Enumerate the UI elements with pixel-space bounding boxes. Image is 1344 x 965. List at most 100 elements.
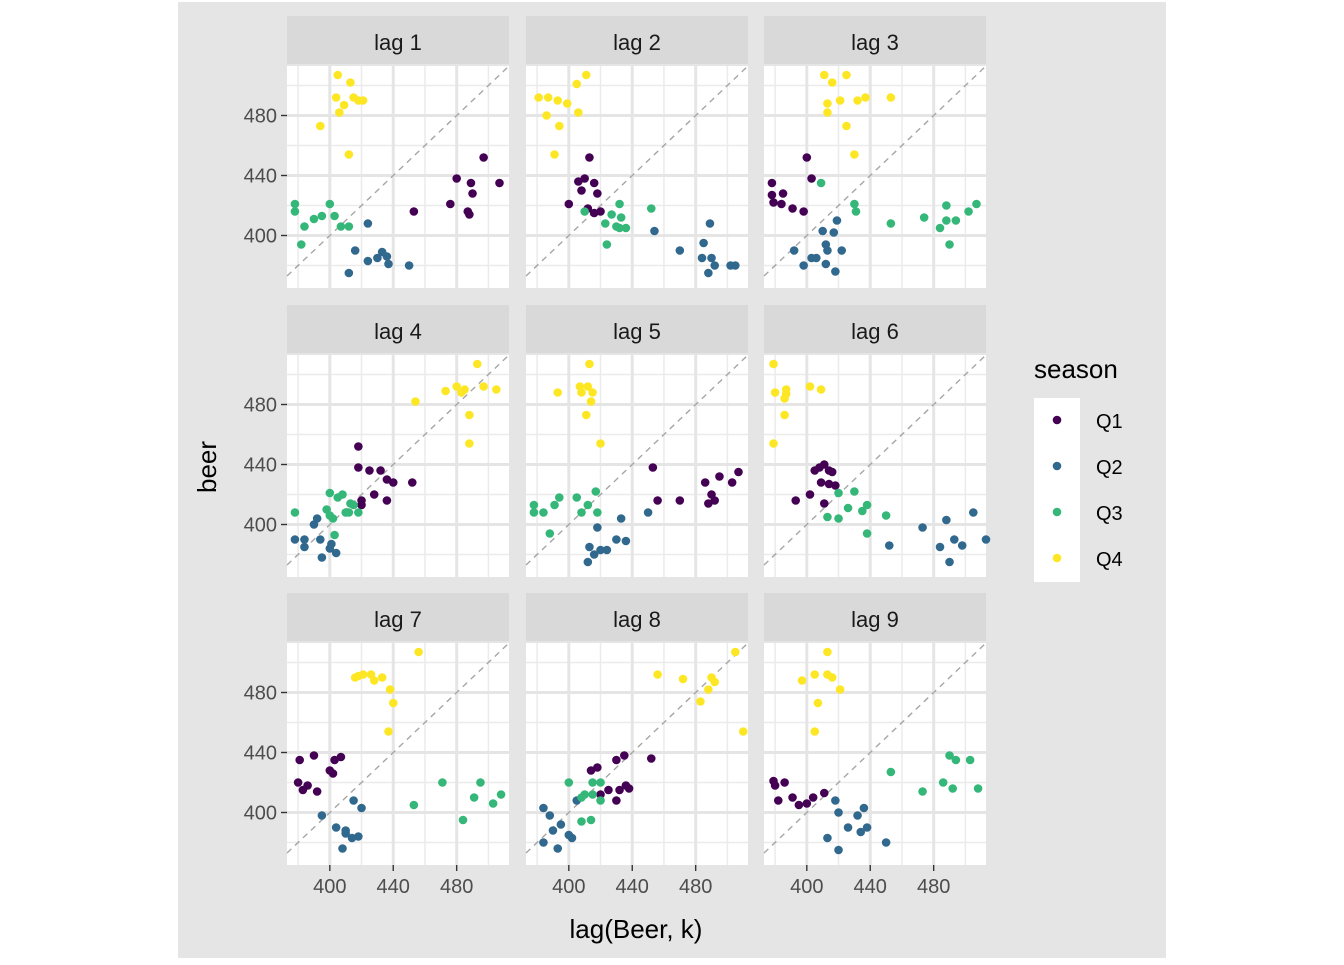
data-point-q2 bbox=[539, 838, 548, 847]
data-point-q2 bbox=[705, 219, 715, 228]
data-point-q4 bbox=[358, 96, 368, 105]
data-point-q3 bbox=[615, 199, 624, 209]
data-point-q3 bbox=[881, 511, 891, 520]
facet-panel: lag 5 bbox=[525, 305, 749, 577]
data-point-q4 bbox=[813, 698, 823, 708]
data-point-q4 bbox=[805, 382, 815, 391]
identity-reference-line bbox=[286, 65, 510, 277]
data-point-q2 bbox=[942, 515, 951, 525]
data-point-q4 bbox=[823, 99, 832, 108]
data-point-q3 bbox=[596, 796, 605, 805]
data-point-q4 bbox=[583, 382, 593, 391]
data-point-q3 bbox=[349, 500, 358, 510]
data-point-q1 bbox=[452, 174, 461, 183]
data-point-q1 bbox=[409, 207, 419, 216]
identity-reference-line bbox=[525, 354, 749, 566]
data-point-q3 bbox=[945, 240, 954, 249]
legend-title: season bbox=[1034, 354, 1118, 384]
data-point-q3 bbox=[862, 529, 872, 538]
data-point-q3 bbox=[344, 508, 354, 517]
y-tick-label: 400 bbox=[244, 515, 277, 537]
data-point-q2 bbox=[331, 548, 341, 558]
data-point-q2 bbox=[300, 535, 309, 544]
data-point-q4 bbox=[704, 685, 713, 694]
data-point-q2 bbox=[949, 535, 959, 544]
data-point-q4 bbox=[388, 698, 398, 708]
data-point-q3 bbox=[577, 817, 586, 826]
data-point-q1 bbox=[799, 207, 808, 216]
facet-strip bbox=[526, 16, 748, 64]
data-point-q2 bbox=[567, 833, 577, 843]
data-point-q4 bbox=[358, 670, 368, 679]
data-point-q1 bbox=[810, 466, 820, 475]
data-point-q4 bbox=[780, 410, 789, 420]
legend-label-q2: Q2 bbox=[1096, 457, 1123, 479]
facet-strip bbox=[764, 593, 986, 641]
data-point-q3 bbox=[942, 216, 951, 225]
data-point-q3 bbox=[290, 508, 300, 517]
legend-label-q1: Q1 bbox=[1096, 411, 1123, 433]
data-point-q1 bbox=[802, 153, 812, 162]
data-point-q4 bbox=[377, 673, 387, 682]
data-point-q3 bbox=[317, 211, 327, 221]
data-point-q4 bbox=[842, 121, 851, 131]
data-point-q2 bbox=[862, 823, 872, 832]
data-point-q3 bbox=[858, 506, 867, 516]
facet-strip-label: lag 5 bbox=[613, 319, 661, 344]
data-point-q1 bbox=[596, 790, 605, 799]
axes: lag(Beer, k) beer bbox=[192, 441, 702, 944]
data-point-q1 bbox=[727, 478, 737, 487]
data-point-q1 bbox=[354, 442, 363, 451]
data-point-q2 bbox=[675, 246, 685, 255]
data-point-q2 bbox=[856, 827, 866, 837]
data-point-q4 bbox=[653, 670, 662, 679]
data-point-q2 bbox=[650, 226, 659, 236]
data-point-q1 bbox=[309, 751, 319, 760]
data-point-q3 bbox=[615, 223, 624, 233]
x-tick-label: 400 bbox=[552, 876, 585, 898]
data-point-q4 bbox=[472, 359, 482, 369]
data-point-q1 bbox=[802, 799, 812, 808]
data-point-q1 bbox=[648, 463, 658, 472]
data-point-q4 bbox=[492, 385, 501, 394]
data-point-q1 bbox=[354, 463, 363, 472]
data-point-q3 bbox=[328, 514, 338, 523]
data-point-q3 bbox=[942, 201, 951, 210]
data-point-q3 bbox=[918, 787, 927, 796]
data-point-q4 bbox=[842, 70, 851, 80]
data-point-q3 bbox=[948, 784, 957, 793]
data-point-q2 bbox=[621, 536, 631, 546]
data-point-q4 bbox=[827, 673, 837, 682]
data-point-q4 bbox=[696, 697, 705, 706]
legend: season Q1 Q2 Q3 Q4 bbox=[1034, 354, 1123, 582]
data-point-q1 bbox=[653, 496, 662, 505]
data-point-q2 bbox=[823, 246, 832, 255]
data-point-q4 bbox=[769, 359, 778, 369]
data-point-q4 bbox=[769, 439, 778, 448]
facet-strip bbox=[764, 305, 986, 353]
facet-strip-label: lag 9 bbox=[851, 607, 899, 632]
data-point-q2 bbox=[731, 261, 740, 270]
data-point-q1 bbox=[446, 199, 455, 209]
data-point-q1 bbox=[593, 763, 602, 772]
data-point-q4 bbox=[586, 397, 596, 406]
data-point-q1 bbox=[593, 189, 602, 198]
data-point-q1 bbox=[596, 207, 605, 216]
data-point-q2 bbox=[799, 261, 808, 270]
data-point-q1 bbox=[564, 199, 574, 209]
data-point-q3 bbox=[843, 503, 853, 513]
data-point-q4 bbox=[534, 93, 543, 102]
data-point-q3 bbox=[621, 223, 631, 233]
facet-strip bbox=[526, 593, 748, 641]
y-tick-label: 480 bbox=[244, 395, 277, 417]
data-point-q4 bbox=[853, 96, 862, 105]
data-point-q4 bbox=[346, 78, 355, 87]
data-point-q3 bbox=[850, 199, 859, 209]
data-point-q2 bbox=[612, 535, 621, 544]
data-point-q4 bbox=[350, 673, 360, 682]
facet-strip-label: lag 8 bbox=[613, 607, 661, 632]
data-point-q3 bbox=[945, 751, 954, 760]
data-point-q2 bbox=[602, 545, 612, 555]
